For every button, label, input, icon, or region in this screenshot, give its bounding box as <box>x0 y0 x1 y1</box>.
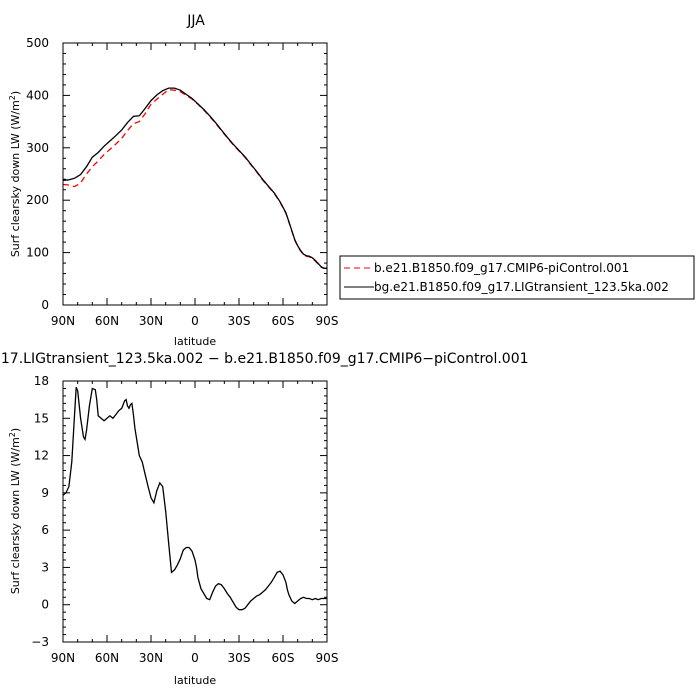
x-tick-label: 60S <box>272 651 295 665</box>
chart-bottom-plot-area <box>62 386 327 611</box>
y-tick-label: 500 <box>26 36 49 50</box>
y-tick-label: 12 <box>34 449 49 463</box>
legend-label-1: bg.e21.B1850.f09_g17.LIGtransient_123.5k… <box>374 280 669 294</box>
chart-1-series-0-line <box>62 386 327 611</box>
chart-top-plot-area <box>62 87 327 269</box>
chart-bottom-ticks: 90N 60N 30N 0 30S 60S 90S −3 0 3 6 9 12 15 18 <box>31 374 338 665</box>
x-tick-label: 90N <box>51 651 75 665</box>
x-tick-label: 30S <box>228 314 251 328</box>
x-tick-label: 0 <box>191 314 199 328</box>
chart-bottom-ylabel: Surf clearsky down LW (W/m2) <box>8 428 22 594</box>
x-tick-label: 60S <box>272 314 295 328</box>
chart-0-series-1-line <box>62 87 327 269</box>
chart-0-series-0-line <box>62 88 327 269</box>
chart-top-ticks: 90N 60N 30N 0 30S 60S 90S 0 100 200 300 400 500 <box>26 36 338 328</box>
chart-top-legend: b.e21.B1850.f09_g17.CMIP6-piControl.001 … <box>339 255 695 300</box>
x-tick-label: 30N <box>139 651 163 665</box>
x-tick-label: 90N <box>51 314 75 328</box>
chart-top-ylabel: Surf clearsky down LW (W/m2) <box>8 91 22 257</box>
x-tick-label: 0 <box>191 651 199 665</box>
y-tick-label: 0 <box>41 298 49 312</box>
legend-box <box>339 255 695 300</box>
y-tick-label: −3 <box>31 635 49 649</box>
y-tick-label: 6 <box>41 523 49 537</box>
x-tick-label: 90S <box>316 314 339 328</box>
chart-top: JJA 90N 60N 30N 0 30S 60S 90S0100200300400500 … <box>8 13 695 348</box>
x-tick-label: 60N <box>95 314 119 328</box>
chart-bottom-title: bg.e21.B1850.f09_g17.LIGtransient_123.5k… <box>0 351 529 367</box>
chart-top-title: JJA <box>186 13 205 29</box>
y-tick-label: 400 <box>26 88 49 102</box>
x-tick-label: 90S <box>316 651 339 665</box>
x-tick-label: 30S <box>228 651 251 665</box>
x-tick-label: 30N <box>139 314 163 328</box>
chart-top-xlabel: latitude <box>174 335 216 348</box>
y-tick-label: 300 <box>26 141 49 155</box>
y-tick-label: 3 <box>41 560 49 574</box>
chart-top-frame <box>62 42 328 306</box>
y-tick-label: 15 <box>34 411 49 425</box>
chart-bottom-xlabel: latitude <box>174 674 216 687</box>
legend-label-0: b.e21.B1850.f09_g17.CMIP6-piControl.001 <box>374 261 629 275</box>
y-tick-label: 0 <box>41 598 49 612</box>
chart-bottom: bg.e21.B1850.f09_g17.LIGtransient_123.5k… <box>0 351 529 687</box>
y-tick-label: 9 <box>41 486 49 500</box>
x-tick-label: 60N <box>95 651 119 665</box>
y-tick-label: 200 <box>26 193 49 207</box>
y-tick-label: 100 <box>26 246 49 260</box>
y-tick-label: 18 <box>34 374 49 388</box>
